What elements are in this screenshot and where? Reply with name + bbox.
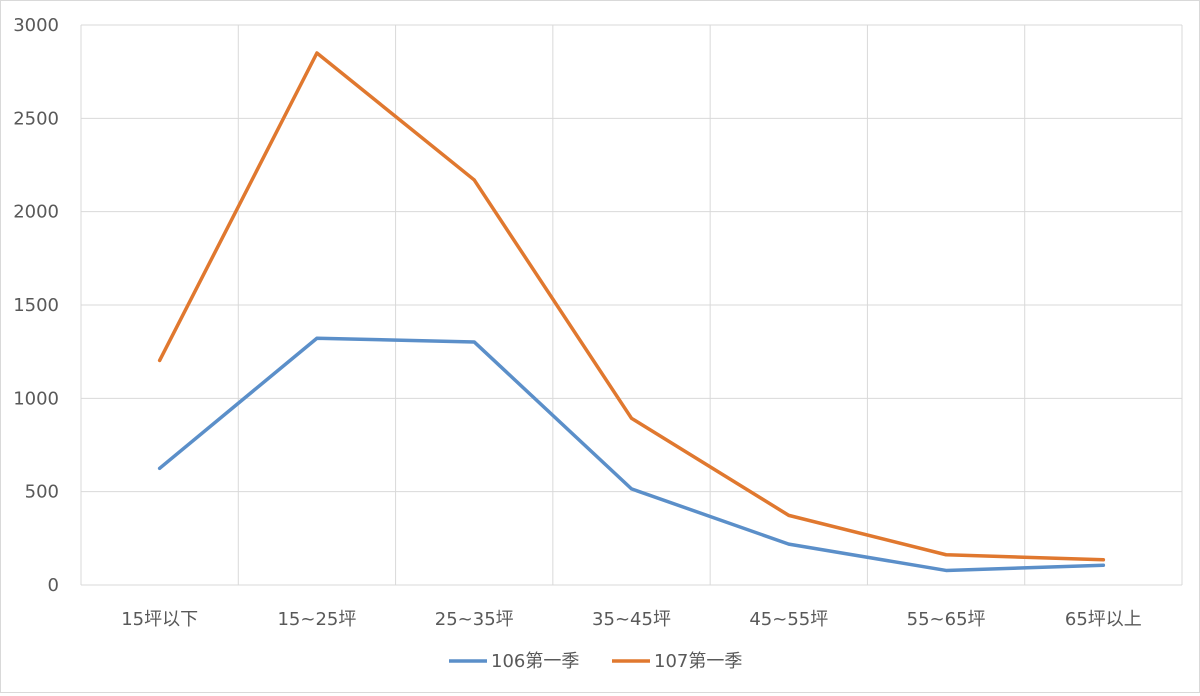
- y-tick-label: 1500: [13, 295, 59, 316]
- legend-label: 106第一季: [491, 651, 579, 672]
- data-point: [787, 513, 791, 517]
- series-line-0: [157, 336, 1106, 573]
- x-tick-label: 15~25坪: [277, 609, 356, 630]
- data-point: [315, 336, 319, 340]
- data-point: [472, 178, 476, 182]
- grid-lines: [80, 24, 1183, 585]
- data-point: [630, 487, 633, 491]
- legend-item-0: 106第一季: [449, 651, 579, 672]
- data-point: [158, 466, 162, 470]
- data-point: [315, 51, 319, 55]
- series-line-1: [157, 51, 1106, 562]
- x-tick-label: 65坪以上: [1065, 609, 1142, 630]
- y-axis-tick-labels: 0 500 1000 1500 2000 2500 3000: [13, 15, 59, 596]
- data-point: [944, 568, 948, 572]
- y-tick-label: 2000: [13, 202, 59, 223]
- y-tick-label: 3000: [13, 15, 59, 36]
- legend-item-1: 107第一季: [612, 651, 742, 672]
- y-tick-label: 0: [48, 575, 59, 596]
- data-point: [472, 340, 476, 344]
- data-point: [787, 542, 791, 546]
- y-tick-label: 500: [25, 482, 59, 503]
- data-point: [1101, 563, 1105, 567]
- x-tick-label: 15坪以下: [121, 609, 198, 630]
- data-point: [1101, 558, 1105, 562]
- legend-label: 107第一季: [654, 651, 742, 672]
- data-point: [944, 553, 948, 557]
- data-point: [630, 416, 633, 420]
- x-tick-label: 45~55坪: [749, 609, 828, 630]
- y-tick-label: 2500: [13, 108, 59, 129]
- x-tick-label: 35~45坪: [592, 609, 671, 630]
- x-tick-label: 55~65坪: [907, 609, 986, 630]
- y-tick-label: 1000: [13, 388, 59, 409]
- series-lines: [157, 51, 1106, 573]
- data-point: [158, 358, 162, 362]
- legend: 106第一季 107第一季: [449, 651, 742, 672]
- x-axis-tick-labels: 15坪以下 15~25坪 25~35坪 35~45坪 45~55坪 55~65坪 65坪以上: [121, 609, 1142, 630]
- x-tick-label: 25~35坪: [435, 609, 514, 630]
